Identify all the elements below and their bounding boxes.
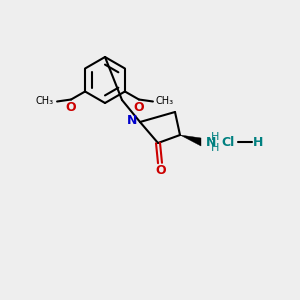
Text: CH₃: CH₃ [156,97,174,106]
Text: O: O [134,101,144,114]
Text: O: O [156,164,166,178]
Text: H: H [211,132,219,142]
Polygon shape [180,135,201,146]
Text: N: N [127,115,137,128]
Text: N: N [206,136,216,148]
Text: O: O [66,101,76,114]
Text: Cl: Cl [221,136,235,148]
Text: H: H [253,136,263,148]
Text: CH₃: CH₃ [36,97,54,106]
Text: H: H [211,143,219,153]
